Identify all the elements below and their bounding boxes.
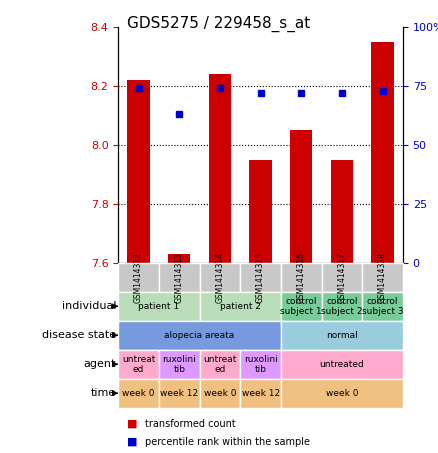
Bar: [159, 379, 200, 408]
Text: week 0: week 0: [326, 389, 358, 398]
Bar: [118, 292, 200, 321]
Bar: [159, 263, 200, 292]
Text: percentile rank within the sample: percentile rank within the sample: [145, 437, 310, 447]
Bar: [281, 350, 403, 379]
Bar: [159, 350, 200, 379]
Bar: [200, 263, 240, 292]
Text: GSM1414315: GSM1414315: [256, 252, 265, 303]
Text: untreat
ed: untreat ed: [122, 355, 155, 374]
Text: week 0: week 0: [122, 389, 155, 398]
Text: control
subject 1: control subject 1: [280, 297, 322, 316]
Bar: [118, 379, 159, 408]
Text: normal: normal: [326, 331, 358, 340]
Bar: [118, 263, 159, 292]
Bar: [321, 263, 362, 292]
Text: GSM1414312: GSM1414312: [134, 252, 143, 303]
Text: GSM1414316: GSM1414316: [297, 252, 306, 303]
Bar: [281, 379, 403, 408]
Bar: [331, 159, 353, 263]
Text: transformed count: transformed count: [145, 419, 235, 429]
Bar: [200, 379, 240, 408]
Text: untreat
ed: untreat ed: [203, 355, 237, 374]
Bar: [249, 159, 272, 263]
Text: GSM1414313: GSM1414313: [175, 252, 184, 303]
Text: GSM1414317: GSM1414317: [337, 252, 346, 303]
Bar: [240, 350, 281, 379]
Bar: [240, 379, 281, 408]
Bar: [371, 42, 394, 263]
Bar: [321, 292, 362, 321]
Bar: [281, 321, 403, 350]
Bar: [200, 292, 281, 321]
Bar: [127, 80, 150, 263]
Bar: [281, 263, 321, 292]
Bar: [168, 254, 191, 263]
Text: week 12: week 12: [160, 389, 198, 398]
Text: ruxolini
tib: ruxolini tib: [244, 355, 278, 374]
Text: untreated: untreated: [320, 360, 364, 369]
Text: patient 1: patient 1: [138, 302, 180, 311]
Bar: [362, 292, 403, 321]
Bar: [118, 321, 281, 350]
Text: control
subject 2: control subject 2: [321, 297, 363, 316]
Text: patient 2: patient 2: [220, 302, 261, 311]
Bar: [209, 74, 231, 263]
Bar: [281, 292, 321, 321]
Bar: [290, 130, 312, 263]
Text: disease state: disease state: [42, 330, 116, 340]
Text: ■: ■: [127, 419, 138, 429]
Text: GSM1414318: GSM1414318: [378, 252, 387, 303]
Text: time: time: [91, 388, 116, 398]
Bar: [200, 350, 240, 379]
Text: control
subject 3: control subject 3: [362, 297, 403, 316]
Text: GSM1414314: GSM1414314: [215, 252, 224, 303]
Text: individual: individual: [62, 301, 116, 311]
Text: agent: agent: [84, 359, 116, 369]
Bar: [118, 350, 159, 379]
Bar: [240, 263, 281, 292]
Text: GDS5275 / 229458_s_at: GDS5275 / 229458_s_at: [127, 16, 311, 32]
Text: ■: ■: [127, 437, 138, 447]
Text: ruxolini
tib: ruxolini tib: [162, 355, 196, 374]
Bar: [362, 263, 403, 292]
Text: week 0: week 0: [204, 389, 236, 398]
Text: alopecia areata: alopecia areata: [165, 331, 235, 340]
Text: week 12: week 12: [241, 389, 280, 398]
